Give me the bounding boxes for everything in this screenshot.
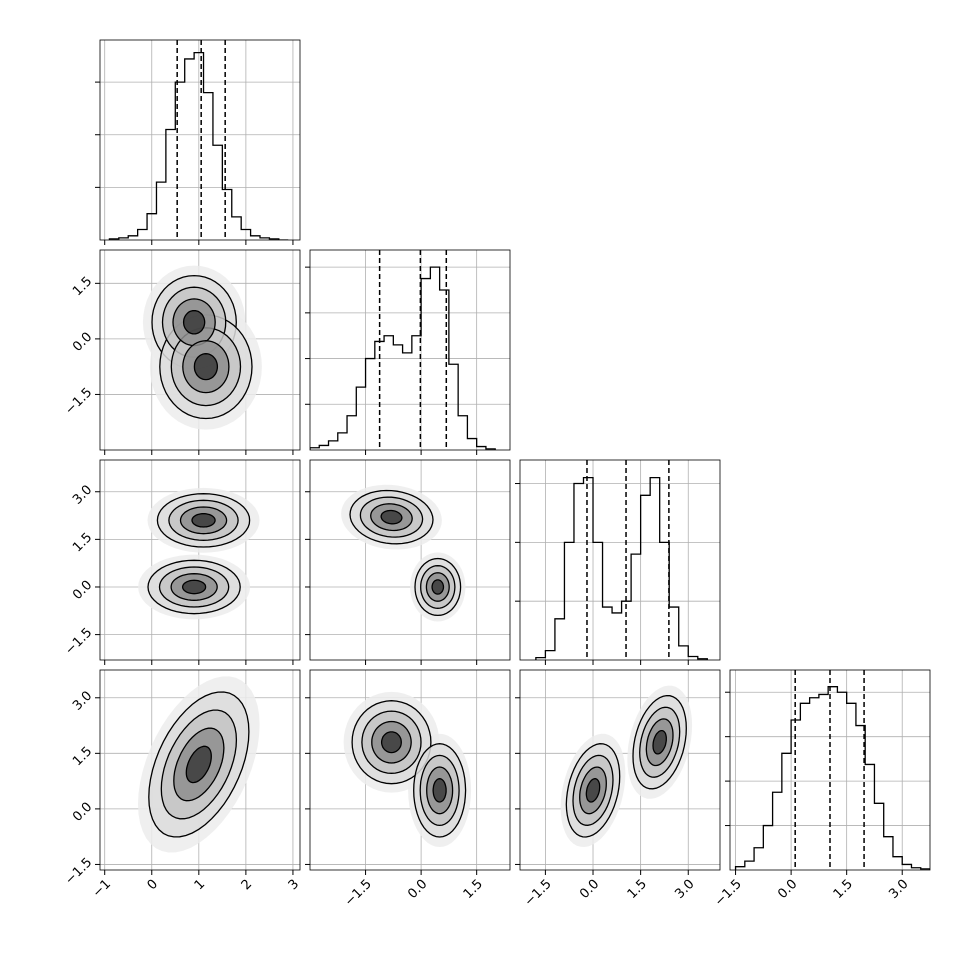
panel-frame: [309, 669, 511, 871]
contour: [191, 513, 216, 528]
x-tick-label: 3: [286, 877, 302, 893]
panel: −1.5 0.0 1.5: [62, 249, 301, 455]
panel-frame: [309, 249, 511, 451]
density: [341, 484, 466, 622]
histogram: [734, 686, 930, 870]
panel-frame: [99, 39, 301, 241]
panel: −1.5 0.0 1.5: [305, 669, 511, 910]
density: [142, 265, 262, 430]
y-tick-label: −1.5: [62, 855, 95, 888]
contour: [185, 745, 212, 784]
y-tick-label: −1.5: [62, 385, 95, 418]
y-tick-label: 0.0: [70, 578, 95, 603]
contour: [182, 309, 206, 335]
panel-frame: [519, 669, 721, 871]
panel: −1.5 0.0 1.5 3.0: [712, 669, 931, 910]
contour: [193, 353, 219, 381]
panel-frame: [309, 459, 511, 661]
density: [138, 487, 260, 620]
contour: [585, 778, 601, 803]
x-tick-label: 0: [145, 877, 161, 893]
y-tick-label: 3.0: [70, 688, 95, 713]
panel: −1 0 1 2 3 −1.5 0.0 1.5 3.0: [62, 669, 302, 901]
contour: [380, 509, 403, 525]
y-tick-label: 1.5: [70, 744, 95, 769]
panel-frame: [99, 669, 301, 871]
x-tick-label: 0.0: [775, 877, 800, 902]
y-tick-label: 3.0: [70, 482, 95, 507]
x-tick-label: −1.5: [522, 877, 555, 910]
x-tick-label: 2: [239, 877, 255, 893]
contour: [181, 579, 207, 595]
contour: [380, 731, 402, 754]
x-tick-label: 1.5: [625, 877, 650, 902]
x-tick-label: 0.0: [405, 877, 430, 902]
panel: [515, 459, 721, 665]
y-tick-label: 1.5: [70, 530, 95, 555]
histogram: [108, 51, 289, 240]
density: [343, 691, 472, 847]
x-tick-label: 3.0: [672, 877, 697, 902]
panel-frame: [99, 249, 301, 451]
contour: [432, 778, 447, 803]
histogram: [310, 266, 496, 450]
panel: −1.5 0.0 1.5 3.0: [515, 669, 721, 910]
x-tick-label: 1: [192, 877, 208, 893]
panel: [95, 39, 301, 245]
x-tick-label: −1: [90, 877, 114, 901]
contour: [652, 729, 667, 755]
y-tick-label: 1.5: [70, 274, 95, 299]
contour: [431, 579, 445, 595]
panel: −1.5 0.0 1.5 3.0: [62, 459, 301, 665]
x-tick-label: −1.5: [712, 877, 745, 910]
panel-frame: [519, 459, 721, 661]
x-tick-label: −1.5: [342, 877, 375, 910]
y-tick-label: 0.0: [70, 330, 95, 355]
panel: [305, 459, 511, 665]
density: [560, 685, 693, 847]
x-tick-label: 3.0: [886, 877, 911, 902]
y-tick-label: −1.5: [62, 625, 95, 658]
panel-frame: [729, 669, 931, 871]
panel-frame: [99, 459, 301, 661]
histogram: [535, 476, 708, 660]
x-tick-label: 0.0: [577, 877, 602, 902]
y-tick-label: 0.0: [70, 800, 95, 825]
density: [138, 676, 260, 853]
x-tick-label: 1.5: [461, 877, 486, 902]
x-tick-label: 1.5: [831, 877, 856, 902]
panel: [305, 249, 511, 455]
